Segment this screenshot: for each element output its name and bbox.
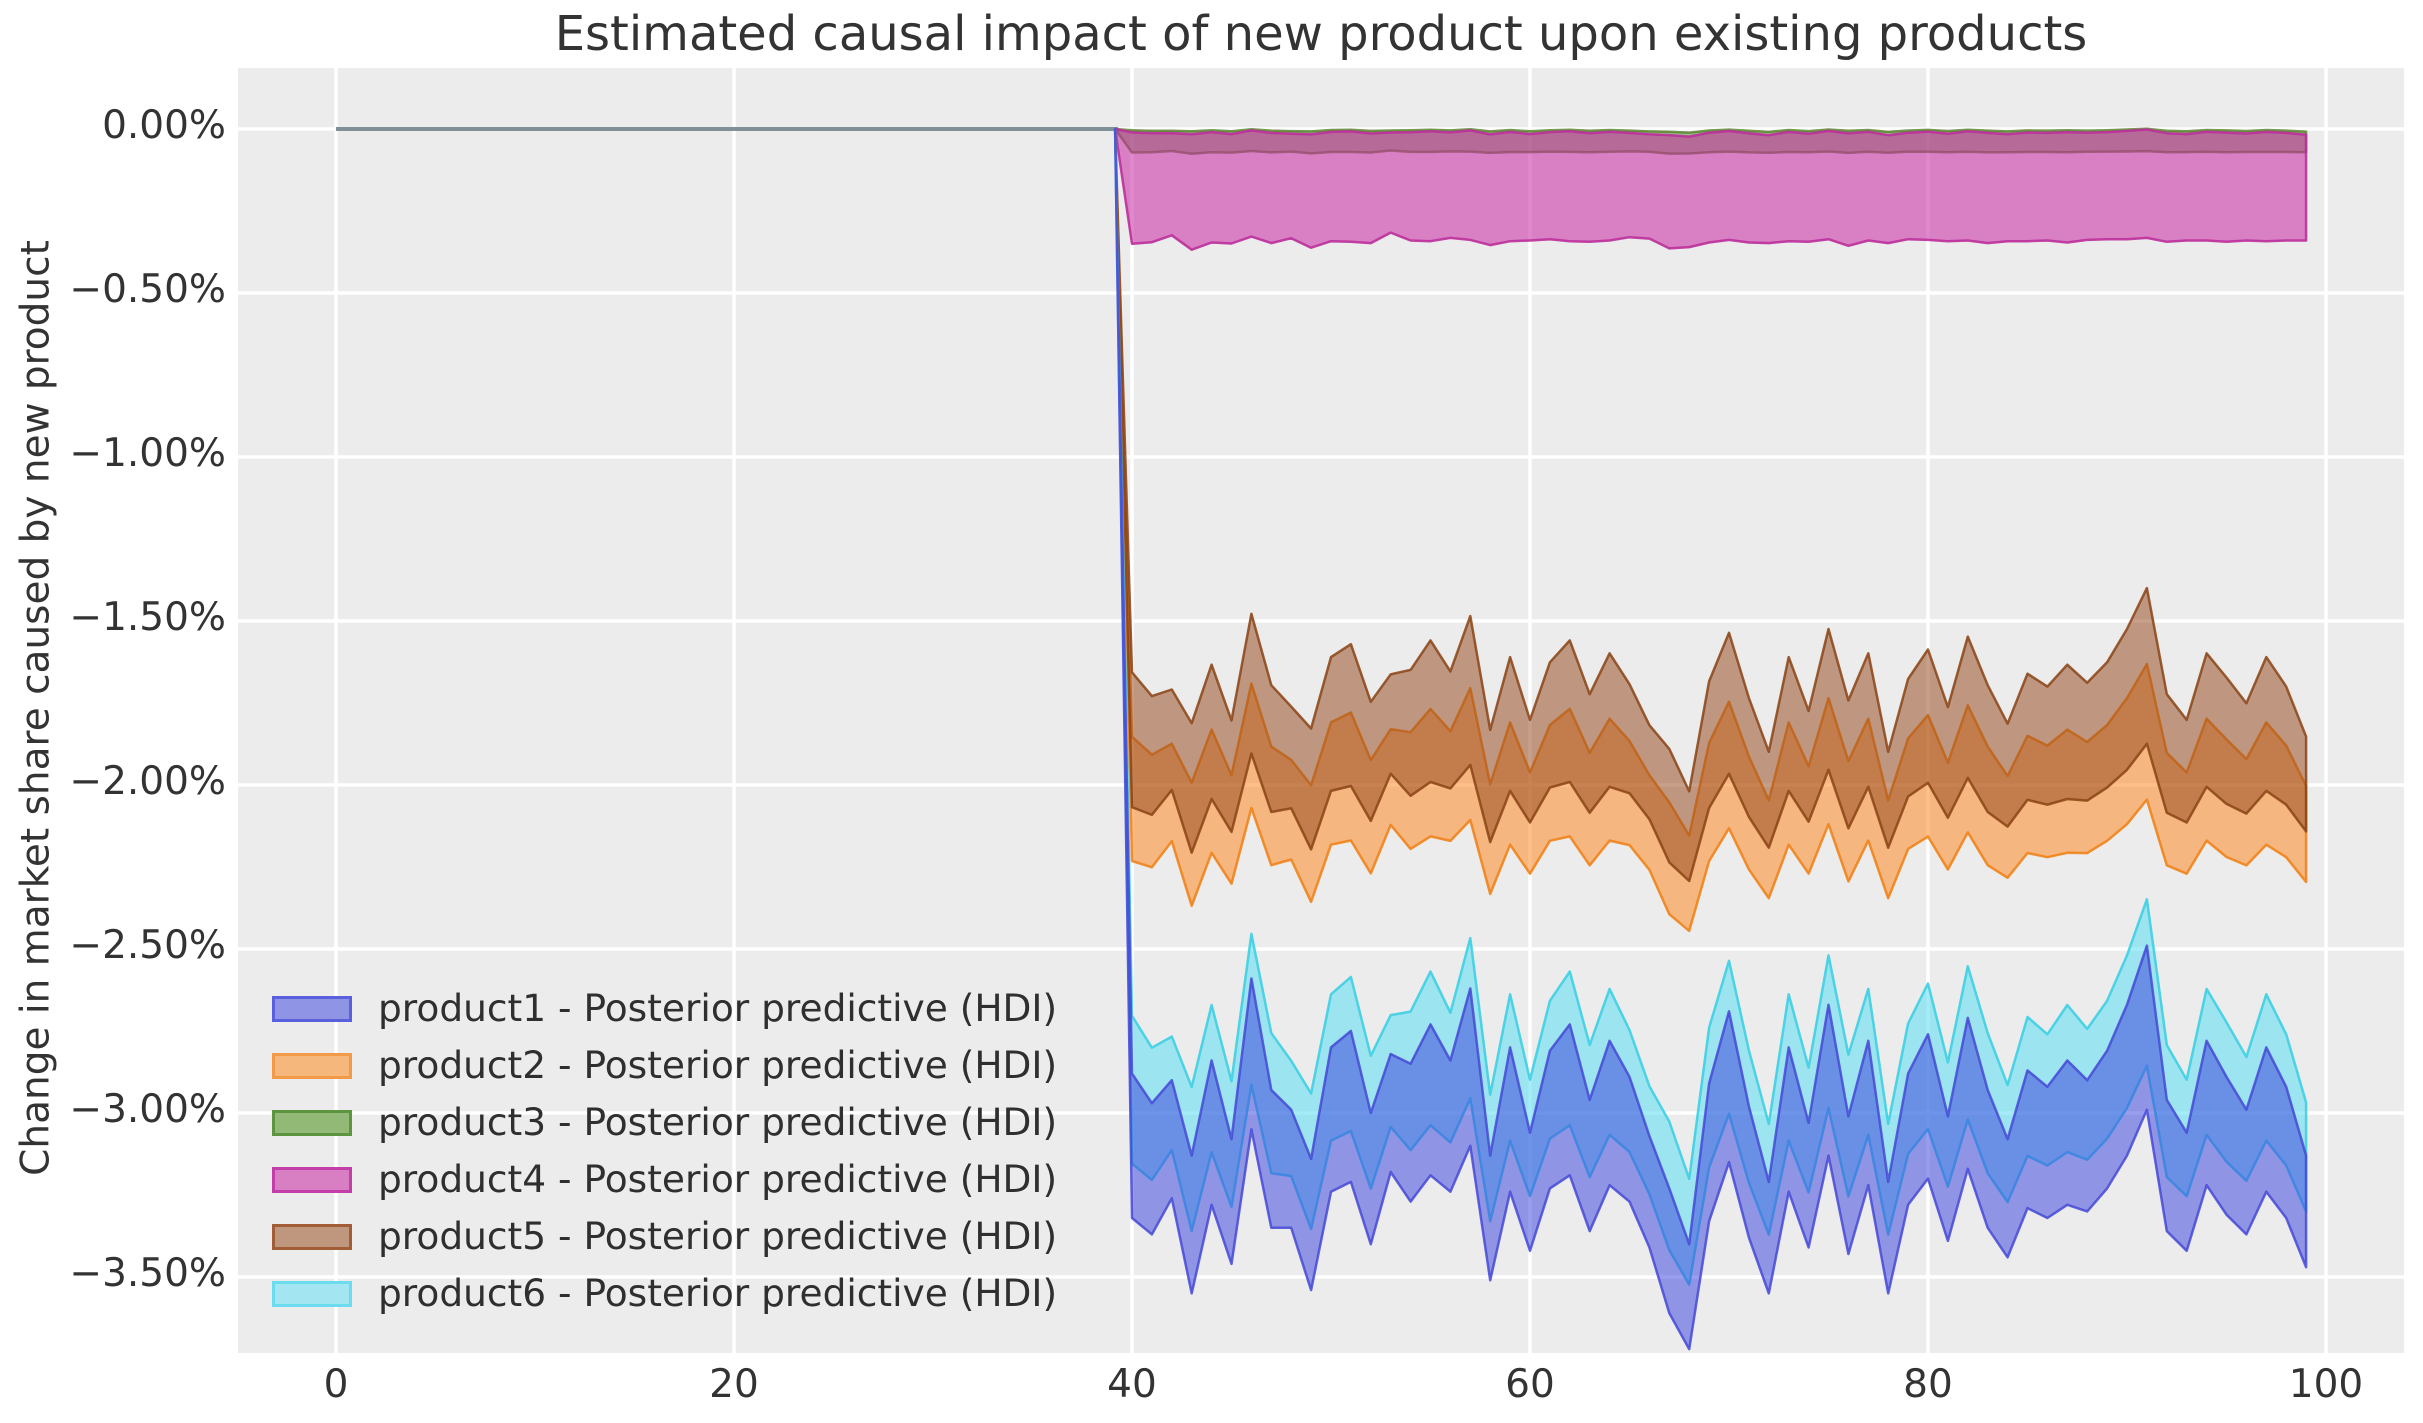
y-tick-label: −1.50% (69, 595, 226, 640)
legend-swatch-product2 (272, 1052, 352, 1079)
legend-label-product4: product4 - Posterior predictive (HDI) (378, 1157, 1058, 1201)
legend-label-product6: product6 - Posterior predictive (HDI) (378, 1271, 1058, 1315)
x-tick-label: 40 (1107, 1362, 1157, 1407)
hdi-band-product4 (1113, 127, 2308, 251)
legend-row-product3: product3 - Posterior predictive (HDI) (272, 1100, 1057, 1145)
chart-title: Estimated causal impact of new product u… (554, 6, 2088, 62)
legend-swatch-product1 (272, 995, 352, 1022)
legend-row-product1: product1 - Posterior predictive (HDI) (272, 986, 1057, 1031)
legend-swatch-product4 (272, 1166, 352, 1193)
hdi-band-product1 (1113, 127, 2308, 1351)
x-tick-label: 0 (323, 1362, 349, 1407)
y-tick-label: −3.00% (69, 1087, 226, 1132)
legend-row-product4: product4 - Posterior predictive (HDI) (272, 1157, 1057, 1202)
y-tick-label: −2.50% (69, 923, 226, 968)
x-tick-label: 80 (1903, 1362, 1953, 1407)
bands-layer (336, 127, 2308, 1351)
y-tick-label: −2.00% (69, 759, 226, 804)
y-tick-label: 0.00% (102, 103, 226, 148)
legend-row-product2: product2 - Posterior predictive (HDI) (272, 1043, 1057, 1088)
legend-swatch-product3 (272, 1109, 352, 1136)
legend-swatch-product5 (272, 1223, 352, 1250)
legend-label-product5: product5 - Posterior predictive (HDI) (378, 1214, 1058, 1258)
y-tick-label: −0.50% (69, 267, 226, 312)
x-tick-label: 100 (2288, 1362, 2364, 1407)
legend-label-product1: product1 - Posterior predictive (HDI) (378, 986, 1058, 1030)
y-tick-label: −3.50% (69, 1251, 226, 1296)
y-axis-label: Change in market share caused by new pro… (13, 240, 59, 1176)
legend: product1 - Posterior predictive (HDI) pro… (272, 986, 1057, 1328)
y-tick-label: −1.00% (69, 431, 226, 476)
x-tick-label: 20 (709, 1362, 759, 1407)
legend-label-product3: product3 - Posterior predictive (HDI) (378, 1100, 1058, 1144)
legend-row-product6: product6 - Posterior predictive (HDI) (272, 1271, 1057, 1316)
legend-label-product2: product2 - Posterior predictive (HDI) (378, 1043, 1058, 1087)
x-tick-label: 60 (1505, 1362, 1555, 1407)
legend-row-product5: product5 - Posterior predictive (HDI) (272, 1214, 1057, 1259)
hdi-band-product5 (1113, 127, 2308, 883)
legend-swatch-product6 (272, 1280, 352, 1307)
